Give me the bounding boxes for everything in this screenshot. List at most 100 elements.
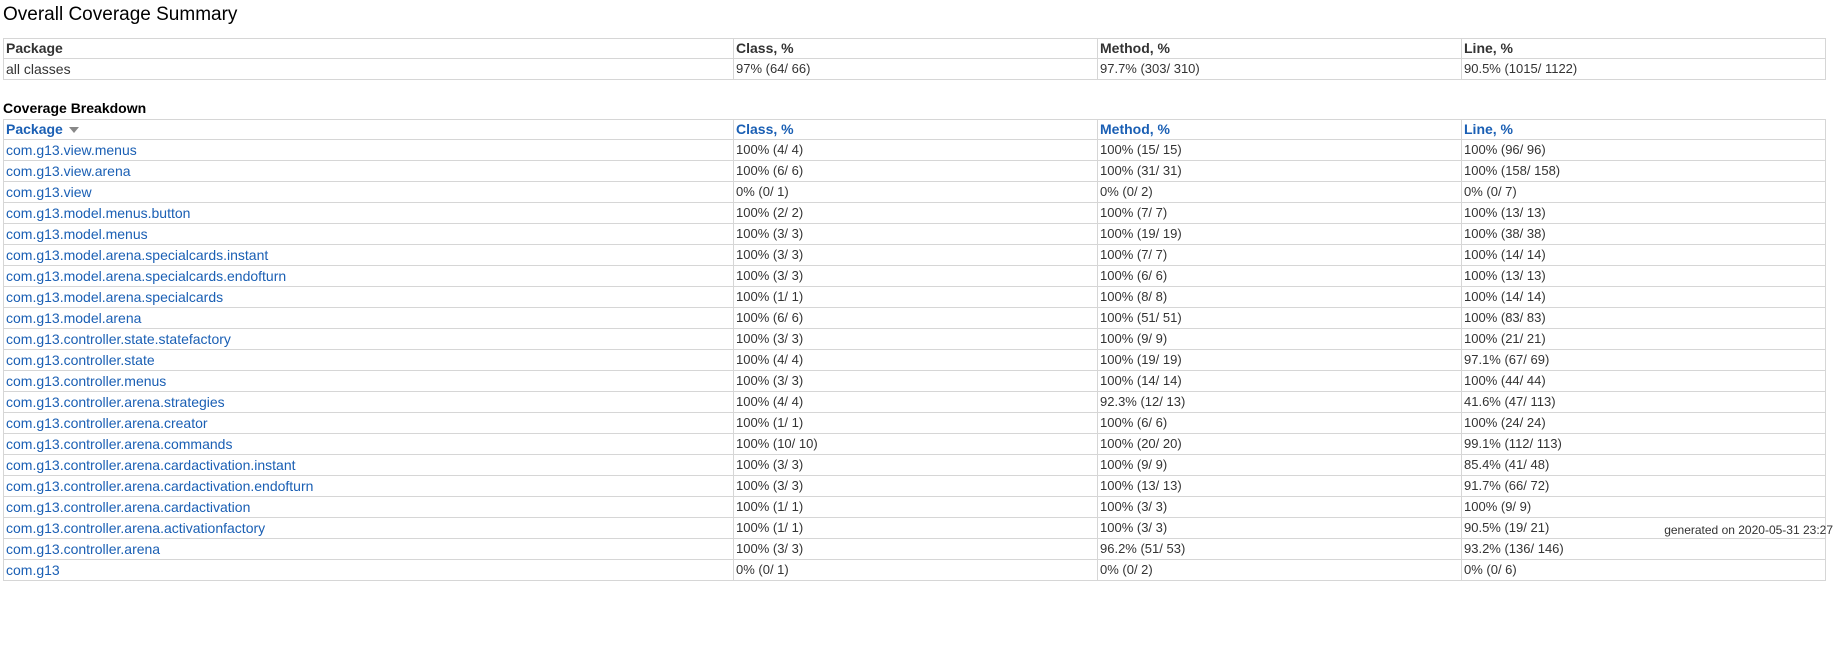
class-coverage-cell: 100% (3/ 3): [733, 454, 1098, 476]
package-link[interactable]: com.g13.controller.arena.cardactivation: [6, 499, 251, 515]
package-cell: com.g13.controller.arena: [3, 538, 734, 560]
breakdown-header-class[interactable]: Class, %: [733, 119, 1098, 140]
package-link[interactable]: com.g13.controller.arena.cardactivation.…: [6, 457, 296, 473]
line-coverage-cell: 100% (24/ 24): [1461, 412, 1826, 434]
table-row: com.g13.model.arena.specialcards.instant…: [3, 244, 1826, 266]
line-coverage-cell: 99.1% (112/ 113): [1461, 433, 1826, 455]
package-link[interactable]: com.g13.controller.arena.commands: [6, 436, 233, 452]
table-row: com.g13.controller.state.statefactory 100…: [3, 328, 1826, 350]
package-link[interactable]: com.g13.controller.state: [6, 352, 155, 368]
method-coverage-cell: 100% (6/ 6): [1097, 265, 1462, 287]
sort-by-package-link[interactable]: Package: [6, 121, 63, 137]
table-row: com.g13.view.menus 100% (4/ 4) 100% (15/ 1…: [3, 139, 1826, 161]
line-coverage-cell: 97.1% (67/ 69): [1461, 349, 1826, 371]
line-coverage-cell: 100% (14/ 14): [1461, 244, 1826, 266]
method-coverage-cell: 100% (9/ 9): [1097, 454, 1462, 476]
method-coverage-cell: 0% (0/ 2): [1097, 559, 1462, 581]
table-row: com.g13.model.arena.specialcards 100% (1/…: [3, 286, 1826, 308]
method-coverage-cell: 100% (51/ 51): [1097, 307, 1462, 329]
summary-row: all classes 97% (64/ 66) 97.7% (303/ 310…: [3, 58, 1826, 80]
package-cell: com.g13.controller.menus: [3, 370, 734, 392]
method-coverage-cell: 100% (19/ 19): [1097, 223, 1462, 245]
package-link[interactable]: com.g13.controller.arena.strategies: [6, 394, 225, 410]
package-link[interactable]: com.g13: [6, 562, 60, 578]
coverage-report: Overall Coverage Summary Package Class, …: [3, 0, 1826, 581]
package-link[interactable]: com.g13.controller.state.statefactory: [6, 331, 231, 347]
package-link[interactable]: com.g13.controller.menus: [6, 373, 167, 389]
summary-header-row: Package Class, % Method, % Line, %: [3, 38, 1826, 59]
package-cell: com.g13.view.arena: [3, 160, 734, 182]
class-coverage-cell: 100% (3/ 3): [733, 475, 1098, 497]
package-link[interactable]: com.g13.controller.arena: [6, 541, 161, 557]
table-row: com.g13.model.arena.specialcards.endoftu…: [3, 265, 1826, 287]
class-coverage-cell: 100% (4/ 4): [733, 349, 1098, 371]
method-coverage-cell: 100% (31/ 31): [1097, 160, 1462, 182]
package-cell: com.g13.model.menus.button: [3, 202, 734, 224]
table-row: com.g13.controller.arena.activationfacto…: [3, 517, 1826, 539]
method-coverage-cell: 92.3% (12/ 13): [1097, 391, 1462, 413]
package-link[interactable]: com.g13.controller.arena.creator: [6, 415, 208, 431]
table-row: com.g13.view.arena 100% (6/ 6) 100% (31/ 3…: [3, 160, 1826, 182]
package-cell: com.g13.view.menus: [3, 139, 734, 161]
breakdown-header-line[interactable]: Line, %: [1461, 119, 1826, 140]
breakdown-header-method[interactable]: Method, %: [1097, 119, 1462, 140]
method-coverage-cell: 100% (19/ 19): [1097, 349, 1462, 371]
method-coverage-cell: 100% (7/ 7): [1097, 244, 1462, 266]
package-link[interactable]: com.g13.model.menus: [6, 226, 148, 242]
package-cell: com.g13.model.arena.specialcards: [3, 286, 734, 308]
breakdown-table: Package Class, % Method, % Line, % com.g…: [3, 119, 1826, 581]
package-link[interactable]: com.g13.model.arena.specialcards.instant: [6, 247, 269, 263]
package-link[interactable]: com.g13.model.arena.specialcards.endoftu…: [6, 268, 287, 284]
line-coverage-cell: 100% (9/ 9): [1461, 496, 1826, 518]
package-link[interactable]: com.g13.model.menus.button: [6, 205, 191, 221]
summary-line: 90.5% (1015/ 1122): [1461, 58, 1826, 80]
sort-by-method-link[interactable]: Method, %: [1100, 121, 1170, 137]
method-coverage-cell: 100% (9/ 9): [1097, 328, 1462, 350]
line-coverage-cell: 100% (13/ 13): [1461, 265, 1826, 287]
class-coverage-cell: 0% (0/ 1): [733, 181, 1098, 203]
method-coverage-cell: 100% (7/ 7): [1097, 202, 1462, 224]
table-row: com.g13.controller.arena.creator 100% (1/…: [3, 412, 1826, 434]
method-coverage-cell: 100% (14/ 14): [1097, 370, 1462, 392]
method-coverage-cell: 100% (3/ 3): [1097, 517, 1462, 539]
summary-table: Package Class, % Method, % Line, % all c…: [3, 38, 1826, 80]
sort-by-line-link[interactable]: Line, %: [1464, 121, 1514, 137]
class-coverage-cell: 100% (4/ 4): [733, 391, 1098, 413]
line-coverage-cell: 100% (83/ 83): [1461, 307, 1826, 329]
package-link[interactable]: com.g13.view.arena: [6, 163, 131, 179]
method-coverage-cell: 0% (0/ 2): [1097, 181, 1462, 203]
class-coverage-cell: 0% (0/ 1): [733, 559, 1098, 581]
table-row: com.g13.controller.arena.strategies 100% …: [3, 391, 1826, 413]
table-row: com.g13.model.arena 100% (6/ 6) 100% (51/ …: [3, 307, 1826, 329]
package-link[interactable]: com.g13.view: [6, 184, 92, 200]
breakdown-header-row: Package Class, % Method, % Line, %: [3, 119, 1826, 140]
summary-package: all classes: [3, 58, 734, 80]
class-coverage-cell: 100% (6/ 6): [733, 160, 1098, 182]
package-link[interactable]: com.g13.controller.arena.cardactivation.…: [6, 478, 314, 494]
package-cell: com.g13.controller.arena.cardactivation.…: [3, 475, 734, 497]
line-coverage-cell: 100% (14/ 14): [1461, 286, 1826, 308]
package-link[interactable]: com.g13.view.menus: [6, 142, 137, 158]
package-cell: com.g13.model.arena: [3, 307, 734, 329]
sort-by-class-link[interactable]: Class, %: [736, 121, 794, 137]
package-link[interactable]: com.g13.model.arena.specialcards: [6, 289, 224, 305]
table-row: com.g13.controller.state 100% (4/ 4) 100% …: [3, 349, 1826, 371]
line-coverage-cell: 100% (13/ 13): [1461, 202, 1826, 224]
line-coverage-cell: 0% (0/ 7): [1461, 181, 1826, 203]
summary-header-line: Line, %: [1461, 38, 1826, 59]
method-coverage-cell: 100% (15/ 15): [1097, 139, 1462, 161]
line-coverage-cell: 91.7% (66/ 72): [1461, 475, 1826, 497]
line-coverage-cell: 85.4% (41/ 48): [1461, 454, 1826, 476]
class-coverage-cell: 100% (1/ 1): [733, 496, 1098, 518]
table-row: com.g13.controller.menus 100% (3/ 3) 100% …: [3, 370, 1826, 392]
method-coverage-cell: 100% (3/ 3): [1097, 496, 1462, 518]
class-coverage-cell: 100% (1/ 1): [733, 286, 1098, 308]
package-cell: com.g13.controller.arena.strategies: [3, 391, 734, 413]
line-coverage-cell: 100% (158/ 158): [1461, 160, 1826, 182]
table-row: com.g13.view 0% (0/ 1) 0% (0/ 2) 0% (0/ 7): [3, 181, 1826, 203]
package-link[interactable]: com.g13.controller.arena.activationfacto…: [6, 520, 266, 536]
class-coverage-cell: 100% (3/ 3): [733, 538, 1098, 560]
breakdown-header-package[interactable]: Package: [3, 119, 734, 140]
package-link[interactable]: com.g13.model.arena: [6, 310, 142, 326]
package-cell: com.g13.view: [3, 181, 734, 203]
